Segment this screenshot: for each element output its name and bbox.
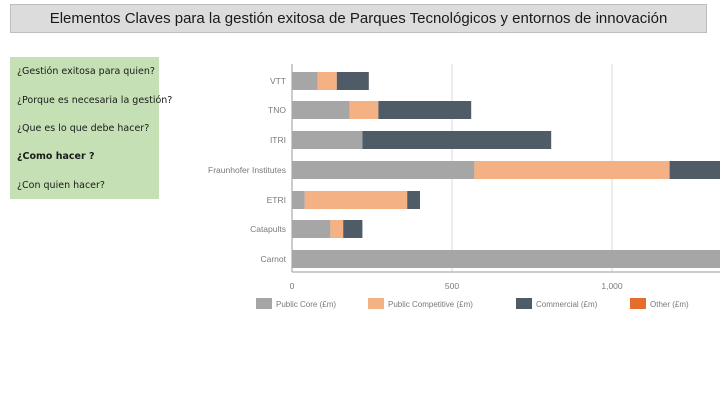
x-tick-label: 0 xyxy=(290,281,295,291)
category-label: TNO xyxy=(268,105,286,115)
bar-segment xyxy=(292,191,305,209)
bar-segment xyxy=(292,161,475,179)
legend-label: Public Core (£m) xyxy=(276,300,336,309)
bar-segment xyxy=(292,250,720,268)
category-label: Fraunhofer Institutes xyxy=(208,165,286,175)
category-label: ETRI xyxy=(267,195,286,205)
bar-segment xyxy=(330,220,344,238)
bar-segment xyxy=(378,101,472,119)
legend-swatch xyxy=(256,298,272,309)
bar-segment xyxy=(304,191,408,209)
slide-title: Elementos Claves para la gestión exitosa… xyxy=(49,10,668,27)
bar-segment xyxy=(343,220,363,238)
legend-swatch xyxy=(630,298,646,309)
bar-segment xyxy=(362,131,552,149)
bar-segment xyxy=(317,72,337,90)
legend-label: Commercial (£m) xyxy=(536,300,598,309)
bar-segment xyxy=(292,72,318,90)
bar-segment xyxy=(292,220,331,238)
bar-segment xyxy=(292,101,350,119)
questions-panel: ¿Gestión exitosa para quien? ¿Porque es … xyxy=(10,57,172,199)
question-item: ¿Porque es necesaria la gestión? xyxy=(17,95,173,106)
bar-segment xyxy=(407,191,420,209)
bar-segment xyxy=(336,72,369,90)
category-label: Catapults xyxy=(250,224,286,234)
x-tick-label: 500 xyxy=(445,281,459,291)
legend-swatch xyxy=(516,298,532,309)
bar-segment xyxy=(669,161,720,179)
category-label: ITRI xyxy=(270,135,286,145)
slide-title-bar: Elementos Claves para la gestión exitosa… xyxy=(10,4,707,33)
category-label: Carnot xyxy=(260,254,286,264)
legend-swatch xyxy=(368,298,384,309)
question-item: ¿Como hacer ? xyxy=(17,151,95,162)
bar-segment xyxy=(474,161,670,179)
x-tick-label: 1,000 xyxy=(601,281,623,291)
question-item: ¿Gestión exitosa para quien? xyxy=(17,66,155,77)
category-label: VTT xyxy=(270,76,286,86)
question-item: ¿Con quien hacer? xyxy=(17,180,105,191)
legend-label: Public Competitive (£m) xyxy=(388,300,473,309)
bar-segment xyxy=(292,131,363,149)
legend-label: Other (£m) xyxy=(650,300,689,309)
question-item: ¿Que es lo que debe hacer? xyxy=(17,123,150,134)
bar-segment xyxy=(349,101,379,119)
